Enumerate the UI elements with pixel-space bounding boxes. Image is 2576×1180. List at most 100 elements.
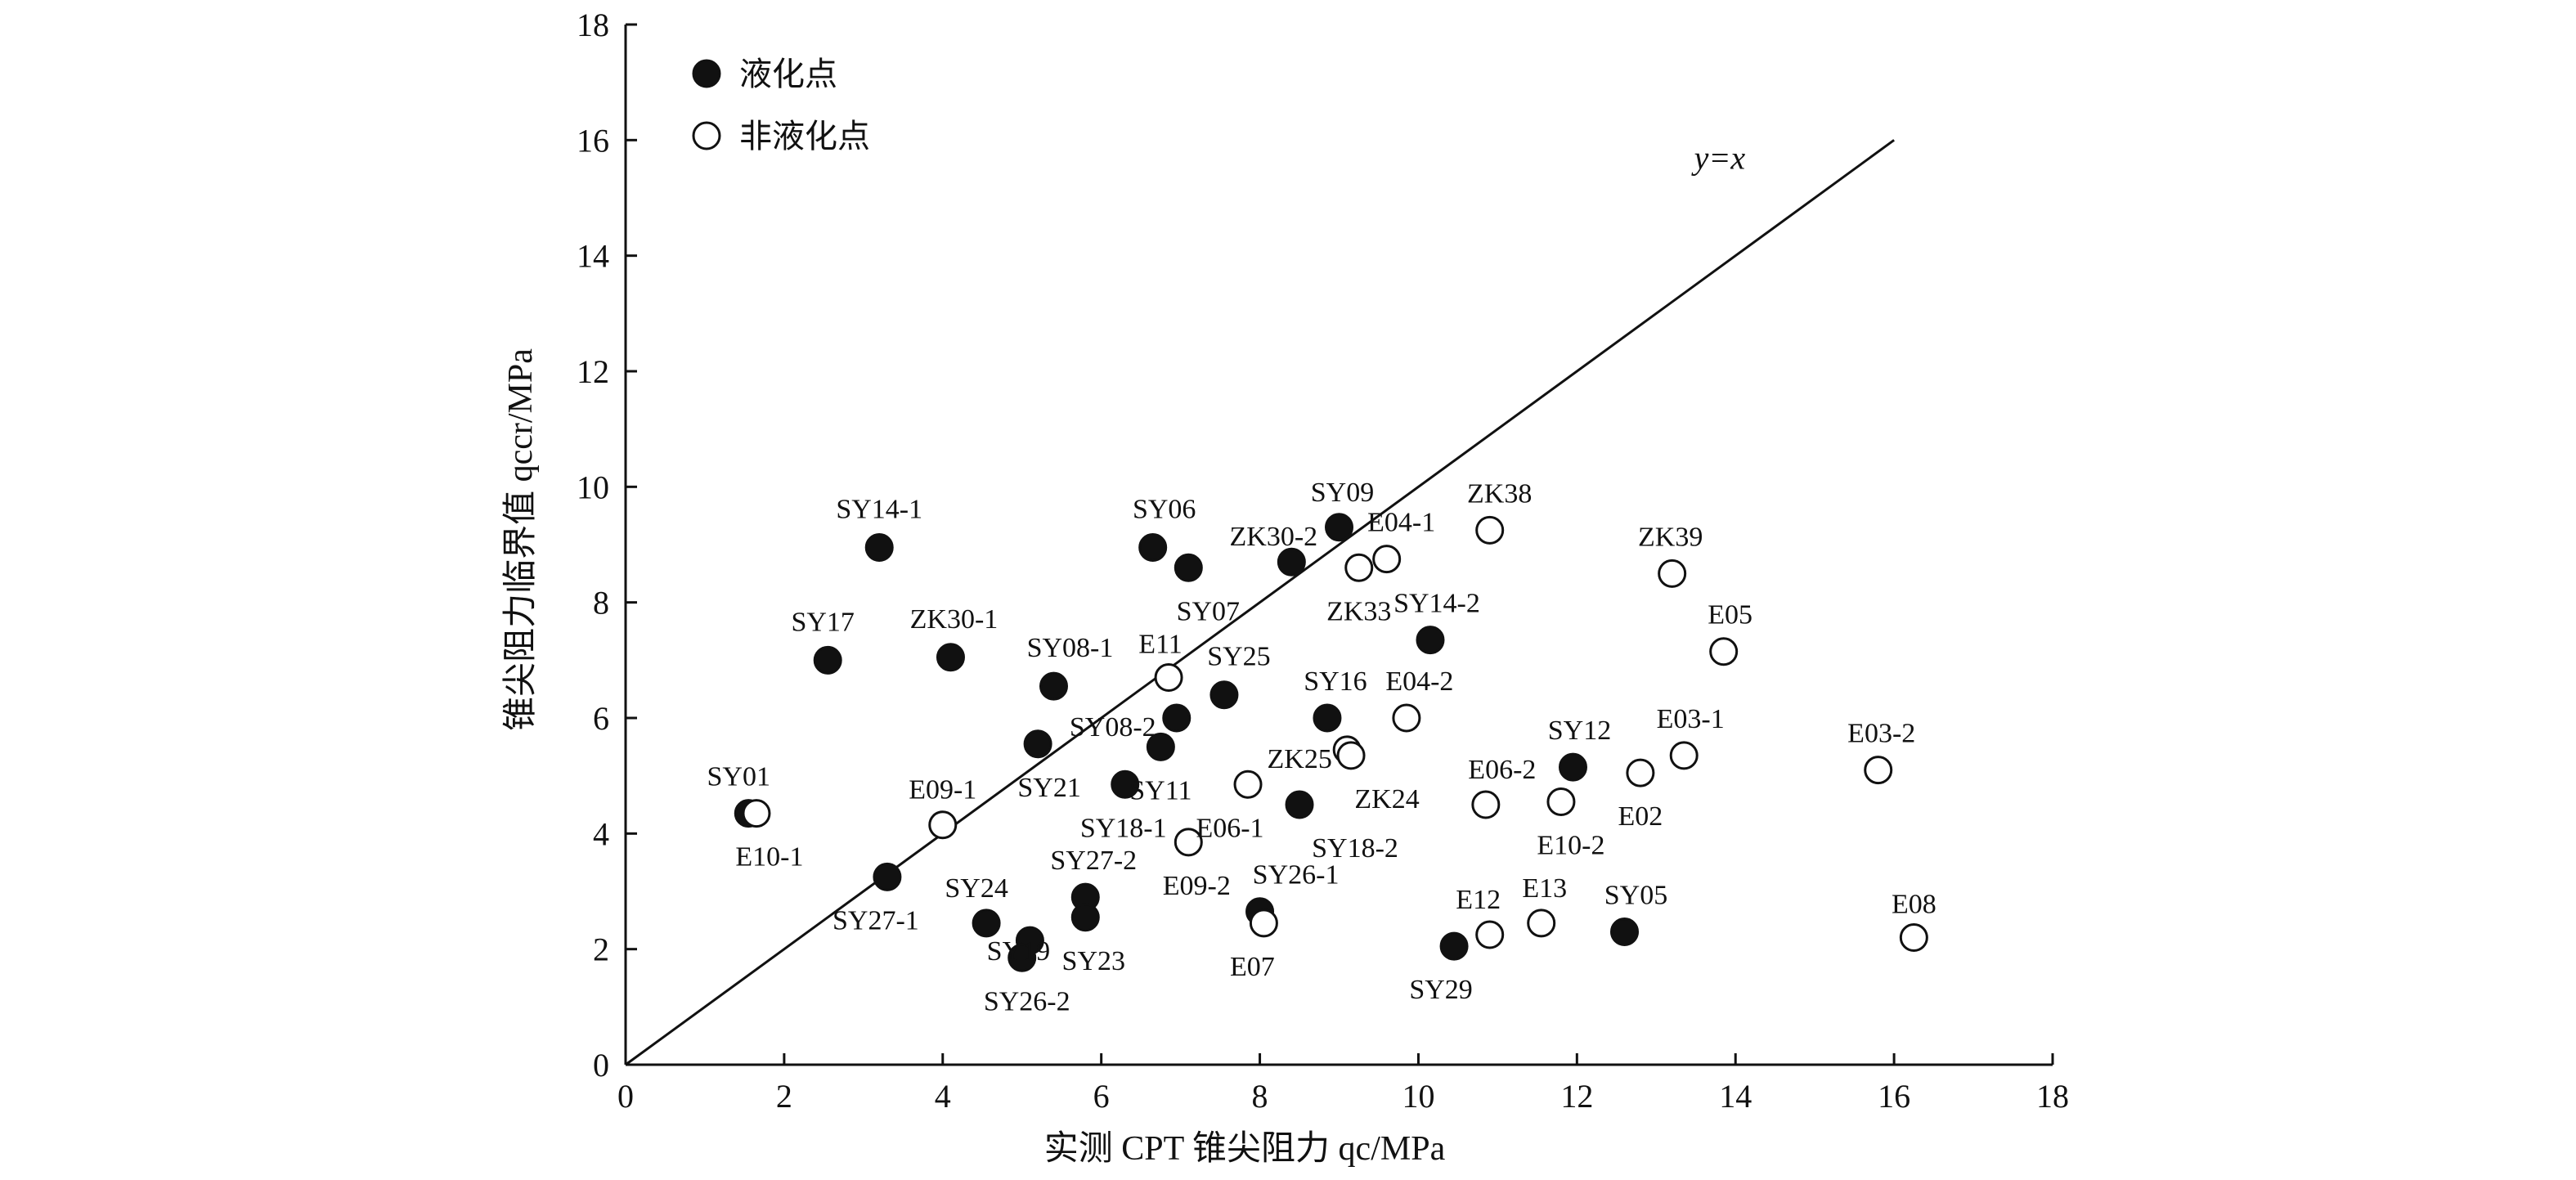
point-label: E06-1	[1196, 813, 1263, 843]
point-label: ZK33	[1326, 596, 1391, 626]
liquefied-point	[1174, 553, 1203, 582]
liquefied-point	[1558, 752, 1587, 782]
reference-line-y-equals-x	[625, 139, 1895, 1066]
point-label: ZK25	[1268, 744, 1332, 774]
point-label: ZK24	[1354, 784, 1419, 814]
point-label: E06-2	[1468, 755, 1536, 785]
legend-marker-liquefied	[692, 59, 721, 88]
point-label: SY08-1	[1027, 633, 1114, 663]
liquefied-point	[1439, 931, 1469, 961]
legend-label-liquefied: 液化点	[739, 56, 837, 92]
point-label: SY26-2	[984, 986, 1070, 1016]
liquefied-point	[1162, 703, 1192, 733]
point-label: SY27-2	[1050, 846, 1137, 876]
point-label: SY18-1	[1080, 813, 1167, 843]
x-tick-label: 18	[2036, 1078, 2069, 1115]
x-axis-title: 实测 CPT 锥尖阻力 qc/MPa	[1044, 1129, 1446, 1168]
liquefied-point	[1111, 769, 1140, 799]
x-tick-label: 6	[1093, 1078, 1110, 1115]
liquefied-point	[1023, 729, 1052, 759]
point-label: E04-2	[1385, 666, 1453, 697]
x-tick-label: 0	[617, 1078, 634, 1115]
liquefied-point	[864, 533, 894, 563]
point-label: E09-2	[1163, 871, 1231, 901]
liquefied-point	[1008, 943, 1037, 972]
non-liquefied-point	[1864, 756, 1893, 785]
data-point-labels: SY14-1 SY17 ZK30-1 SY06 SY07 SY09 ZK30-2 SY08-1…	[707, 478, 1936, 1016]
non-liquefied-point	[1154, 663, 1183, 693]
point-label: E11	[1138, 630, 1183, 660]
y-tick-label: 18	[577, 7, 609, 43]
y-tick-label: 2	[593, 931, 609, 968]
liquefied-point	[1146, 732, 1175, 761]
liquefied-point	[1138, 533, 1168, 563]
liquefied-point	[1416, 626, 1445, 655]
liquefied-point	[1039, 671, 1068, 701]
point-label: SY26-1	[1253, 860, 1340, 891]
point-label: E03-1	[1657, 704, 1725, 734]
point-label: SY14-1	[836, 495, 922, 525]
y-tick-label: 12	[577, 353, 609, 390]
legend: 液化点 非液化点	[692, 56, 870, 155]
liquefied-point	[873, 862, 902, 891]
x-tick-label: 2	[776, 1078, 792, 1115]
y-tick-label: 8	[593, 585, 609, 621]
liquefied-point	[1610, 917, 1639, 946]
non-liquefied-point	[1475, 920, 1505, 949]
x-ticks: 0 2 4 6 8 10 12 14 16 18	[617, 1053, 2069, 1115]
y-ticks: 0 2 4 6 8 10 12 14 16 18	[577, 7, 637, 1084]
non-liquefied-point	[1233, 769, 1263, 799]
point-label: E04-1	[1367, 508, 1435, 538]
point-label: SY29	[1409, 975, 1472, 1005]
point-label: SY14-2	[1393, 589, 1480, 619]
reference-line-label: y=x	[1691, 140, 1746, 177]
point-label: SY18-2	[1312, 833, 1398, 864]
non-liquefied-point	[1899, 923, 1928, 953]
non-liquefied-point	[1372, 545, 1402, 574]
point-label: E07	[1230, 952, 1275, 982]
point-label: E03-2	[1847, 719, 1915, 749]
x-tick-label: 12	[1560, 1078, 1593, 1115]
liquefied-point	[1325, 513, 1353, 542]
non-liquefied-point	[1174, 828, 1203, 857]
x-tick-label: 10	[1402, 1078, 1434, 1115]
point-label: SY05	[1604, 880, 1667, 910]
point-label: SY24	[945, 873, 1008, 904]
non-liquefied-point	[1527, 909, 1556, 938]
point-label: E13	[1522, 873, 1567, 904]
point-label: SY12	[1548, 716, 1611, 746]
y-tick-label: 10	[577, 469, 609, 505]
non-liquefied-point	[928, 810, 958, 840]
legend-label-non-liquefied: 非液化点	[739, 118, 870, 155]
non-liquefied-point	[1626, 758, 1655, 787]
non-liquefied-point	[1546, 787, 1576, 816]
legend-marker-non-liquefied	[692, 121, 721, 150]
liquefied-point	[1070, 903, 1100, 932]
liquefied-point	[813, 645, 842, 675]
point-label: SY11	[1129, 775, 1192, 805]
x-tick-label: 16	[1878, 1078, 1910, 1115]
point-label: E09-1	[909, 775, 976, 805]
reference-line-group: y=x	[625, 139, 1895, 1066]
point-label: E08	[1892, 890, 1936, 920]
point-label: ZK38	[1467, 478, 1532, 509]
point-label: SY19	[987, 936, 1050, 967]
non-liquefied-point	[1336, 741, 1366, 770]
liquefied-point	[972, 909, 1001, 938]
point-label: SY08-2	[1070, 712, 1156, 743]
non-liquefied-point	[1249, 909, 1278, 938]
point-label: SY01	[707, 762, 770, 792]
y-axis-title: 锥尖阻力临界值 qccr/MPa	[501, 348, 540, 731]
non-liquefied-point	[1669, 741, 1699, 770]
point-label: SY25	[1207, 642, 1270, 672]
point-label: E05	[1708, 600, 1752, 630]
y-tick-label: 0	[593, 1047, 609, 1084]
non-liquefied-point	[1475, 515, 1505, 545]
non-liquefied-point	[1344, 553, 1374, 582]
point-label: ZK30-1	[910, 604, 999, 635]
liquefied-point	[936, 643, 965, 672]
point-label: SY06	[1133, 495, 1196, 525]
point-label: E12	[1456, 885, 1501, 915]
non-liquefied-point	[1392, 703, 1421, 733]
